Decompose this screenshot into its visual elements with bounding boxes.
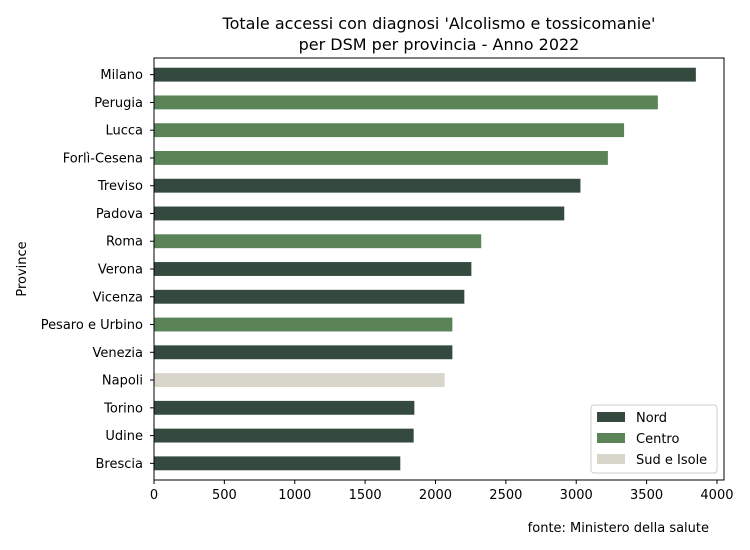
category-label-2: Lucca: [105, 124, 143, 139]
legend-swatch-1: [597, 433, 625, 443]
bar-8: [154, 289, 465, 304]
category-labels: Milano Perugia Lucca Forlì-Cesena Treviso Pad…: [41, 68, 154, 472]
legend-swatch-2: [597, 454, 625, 464]
category-label-3: Forlì-Cesena: [63, 151, 143, 166]
bar-0: [154, 67, 696, 82]
bar-6: [154, 234, 482, 249]
category-label-9: Pesaro e Urbino: [41, 318, 143, 333]
legend-label-0: Nord: [636, 411, 667, 426]
category-label-12: Torino: [103, 401, 143, 416]
bar-10: [154, 345, 453, 360]
bar-3: [154, 151, 608, 165]
x-tick-label-3: 1500: [349, 488, 382, 503]
category-label-1: Perugia: [94, 96, 143, 111]
bar-12: [154, 400, 415, 415]
chart-title-line1: Totale accessi con diagnosi 'Alcolismo e…: [222, 14, 656, 33]
x-tick-label-0: 0: [150, 488, 158, 503]
bar-11: [154, 373, 445, 387]
bars-group: [154, 67, 696, 471]
x-tick-label-5: 2500: [489, 488, 522, 503]
bar-9: [154, 317, 453, 332]
category-label-7: Verona: [98, 263, 143, 278]
plot-frame: [153, 57, 725, 481]
x-tick-label-4: 2000: [419, 488, 452, 503]
category-label-4: Treviso: [97, 179, 143, 194]
bar-14: [154, 456, 401, 471]
category-label-13: Udine: [105, 429, 143, 444]
category-label-6: Roma: [106, 235, 143, 250]
bar-4: [154, 178, 581, 193]
x-tick-label-6: 3000: [560, 488, 593, 503]
category-label-0: Milano: [100, 68, 143, 83]
legend-swatch-0: [597, 412, 625, 422]
bar-1: [154, 95, 658, 110]
category-label-8: Vicenza: [93, 290, 143, 305]
category-label-14: Brescia: [96, 457, 143, 472]
chart-title-line2: per DSM per provincia - Anno 2022: [299, 35, 580, 54]
bar-7: [154, 262, 472, 276]
x-tick-label-1: 500: [212, 488, 237, 503]
category-label-5: Padova: [96, 207, 143, 222]
bar-5: [154, 206, 565, 221]
bar-2: [154, 123, 625, 138]
legend-label-1: Centro: [636, 432, 679, 447]
x-axis-ticks: 0 500 1000 1500 2000 2500 3000 3500 4000: [150, 480, 734, 503]
category-label-10: Venezia: [92, 346, 143, 361]
category-label-11: Napoli: [102, 374, 143, 389]
x-tick-label-7: 3500: [630, 488, 663, 503]
legend-label-2: Sud e Isole: [636, 453, 707, 468]
legend: Nord Centro Sud e Isole: [590, 404, 718, 474]
bar-13: [154, 428, 414, 443]
y-axis-label: Province: [15, 241, 30, 296]
source-note: fonte: Ministero della salute: [528, 521, 709, 536]
x-tick-label-8: 4000: [700, 488, 733, 503]
x-tick-label-2: 1000: [278, 488, 311, 503]
